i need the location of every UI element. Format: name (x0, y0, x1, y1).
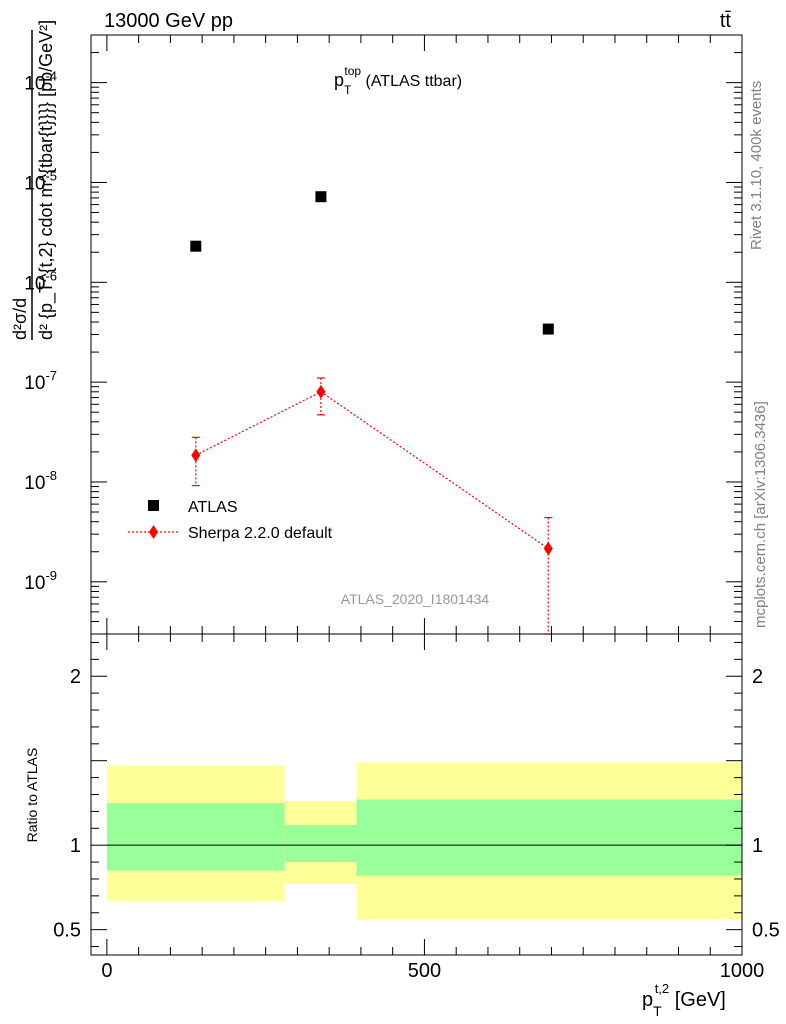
x-tick-label: 1000 (720, 960, 765, 982)
ylabel-denominator: d² {p_T^{t,2} cdot m^{tbar{t}}}} [pb/GeV… (36, 20, 57, 340)
x-tick-label: 500 (408, 960, 441, 982)
x-tick-label: 0 (101, 960, 112, 982)
ratio-axis-ticks (91, 634, 743, 955)
ratio-inner-band (284, 824, 357, 863)
sherpa-point (316, 384, 326, 399)
energy-label: 13000 GeV pp (104, 10, 233, 32)
ylabel-numerator: d²σ/d (10, 298, 30, 340)
process-label: tt̄ (720, 10, 732, 32)
legend: ATLAS Sherpa 2.2.0 default (128, 499, 333, 542)
legend-sherpa-label: Sherpa 2.2.0 default (188, 525, 333, 542)
ratio-bands (106, 762, 742, 920)
main-frame-border (90, 34, 743, 635)
ratio-y-tick-label-right: 0.5 (752, 920, 780, 942)
ratio-y-tick-label-right: 1 (752, 835, 763, 857)
y-tick-label: 10-7 (24, 368, 57, 394)
plot-title: pTtop (ATLAS ttbar) (334, 64, 462, 97)
main-tick-labels: 10-9 10-8 10-7 10-6 10-5 10-4 (24, 69, 57, 594)
ratio-inner-band (356, 799, 742, 876)
legend-atlas-marker (148, 500, 159, 511)
y-tick-label: 10-8 (24, 468, 57, 494)
ratio-y-tick-label: 2 (70, 666, 81, 688)
ratio-y-tick-label: 1 (70, 835, 81, 857)
sherpa-point (191, 448, 201, 463)
legend-sherpa-marker (149, 525, 158, 539)
legend-atlas-label: ATLAS (188, 499, 238, 516)
main-ylabel: d²σ/d d² {p_T^{t,2} cdot m^{tbar{t}}}} [… (10, 20, 57, 340)
atlas-point (315, 191, 327, 203)
y-tick-label: 10-9 (24, 568, 57, 594)
ratio-tick-labels: 0.5 0.5 1 1 2 2 0 500 1000 (53, 666, 780, 982)
y-tick-label: 10-4 (24, 69, 57, 95)
atlas-point (190, 240, 202, 252)
analysis-id: ATLAS_2020_I1801434 (341, 591, 490, 607)
y-tick-label: 10-5 (24, 168, 57, 194)
ratio-y-tick-label-right: 2 (752, 666, 763, 688)
main-plot-frame (90, 34, 743, 635)
x-axis-label: pTt,2 [GeV] (642, 981, 726, 1019)
ratio-inner-band (106, 802, 285, 871)
ratio-ylabel: Ratio to ATLAS (24, 748, 40, 843)
ratio-y-tick-label: 0.5 (53, 920, 81, 942)
main-axis-ticks (91, 35, 743, 635)
main-series (190, 191, 554, 635)
rivet-label: Rivet 3.1.10, 400k events (748, 81, 765, 250)
sherpa-point (543, 541, 553, 556)
y-tick-label: 10-6 (24, 268, 57, 294)
mcplots-label: mcplots.cern.ch [arXiv:1306.3436] (752, 401, 769, 628)
atlas-point (542, 323, 554, 335)
